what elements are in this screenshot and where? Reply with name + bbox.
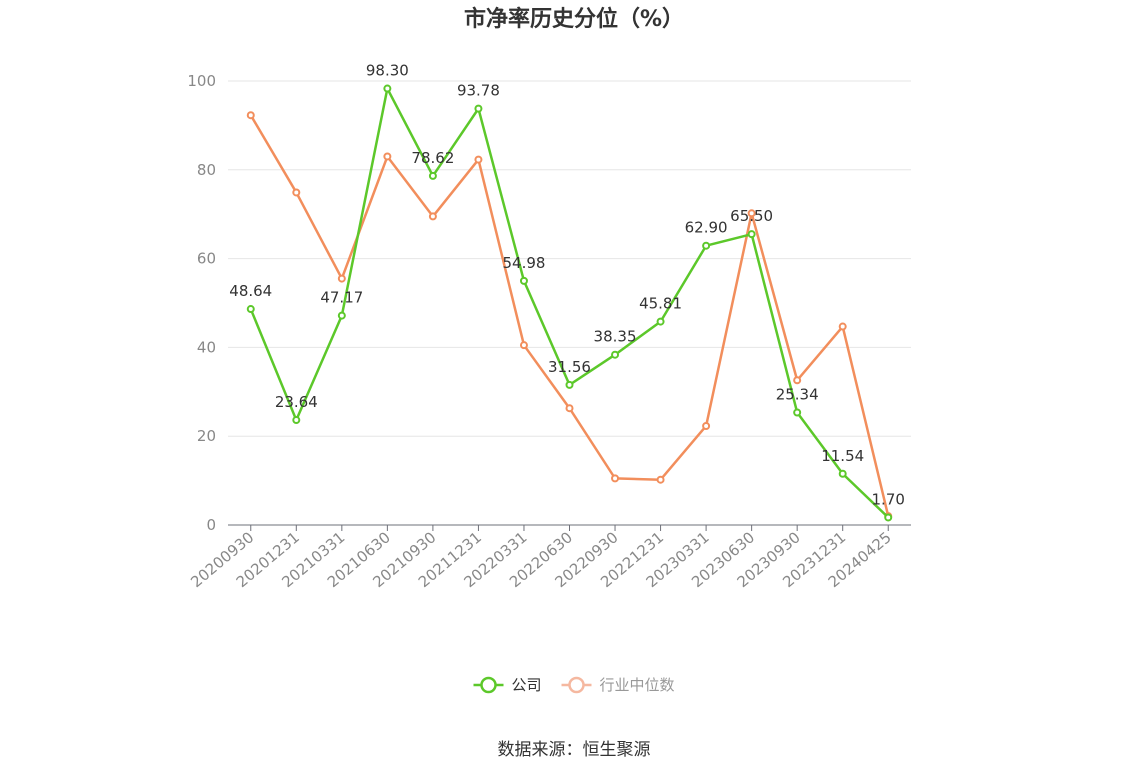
y-tick-label: 60 (197, 250, 216, 268)
data-label: 54.98 (502, 254, 545, 272)
y-tick-label: 20 (197, 427, 216, 445)
data-point[interactable] (747, 230, 756, 239)
y-tick-label: 100 (187, 72, 216, 90)
data-point[interactable] (565, 404, 574, 413)
series-line (249, 114, 890, 517)
legend-item-1[interactable]: 行业中位数 (561, 676, 675, 694)
data-point[interactable] (838, 469, 847, 478)
data-point[interactable] (702, 241, 711, 250)
data-point[interactable] (474, 104, 483, 113)
data-point[interactable] (793, 376, 802, 385)
data-label: 25.34 (776, 385, 819, 403)
legend-marker (568, 676, 585, 694)
data-point[interactable] (428, 171, 437, 180)
data-label: 11.54 (821, 447, 864, 465)
data-point[interactable] (292, 416, 301, 425)
data-point[interactable] (793, 408, 802, 417)
data-point[interactable] (838, 322, 847, 331)
x-axis: 2020093020201231202103312021063020210930… (187, 524, 911, 591)
data-label: 48.64 (229, 282, 272, 300)
source-label: 数据来源：恒生聚源 (498, 740, 651, 760)
legend-label: 公司 (512, 676, 542, 694)
data-label: 38.35 (594, 328, 637, 346)
series-layer (246, 84, 893, 522)
y-tick-label: 80 (197, 161, 216, 179)
data-label: 78.62 (411, 149, 454, 167)
legend-label: 行业中位数 (600, 676, 675, 694)
data-label: 23.64 (275, 393, 318, 411)
data-point[interactable] (611, 474, 620, 483)
data-point[interactable] (337, 274, 346, 283)
legend-marker (480, 676, 497, 694)
data-label: 31.56 (548, 358, 591, 376)
data-label: 62.90 (685, 219, 728, 237)
chart-title: 市净率历史分位（%） (464, 6, 684, 32)
data-point[interactable] (383, 152, 392, 161)
data-point[interactable] (656, 475, 665, 484)
data-point[interactable] (565, 380, 574, 389)
data-point[interactable] (474, 155, 483, 164)
data-point[interactable] (383, 84, 392, 93)
data-point[interactable] (611, 350, 620, 359)
y-tick-label: 40 (197, 338, 216, 356)
grid-lines (228, 80, 911, 437)
data-labels: 48.64 23.64 47.17 98.30 78.62 93.78 54.98 31.56… (229, 62, 905, 509)
legend: 公司 行业中位数 (473, 676, 675, 694)
data-label: 1.70 (872, 490, 905, 508)
data-point[interactable] (884, 513, 893, 522)
y-axis: 0 20 40 60 80 100 (187, 72, 216, 534)
data-point[interactable] (337, 311, 346, 320)
data-point[interactable] (428, 212, 437, 221)
data-point[interactable] (246, 305, 255, 314)
data-point[interactable] (292, 188, 301, 197)
data-point[interactable] (656, 317, 665, 326)
data-point[interactable] (747, 209, 756, 218)
data-label: 47.17 (320, 289, 363, 307)
data-point[interactable] (519, 276, 528, 285)
data-point[interactable] (702, 421, 711, 430)
data-label: 93.78 (457, 82, 500, 100)
series-0 (246, 84, 893, 522)
legend-item-0[interactable]: 公司 (473, 676, 542, 694)
data-label: 65.50 (730, 207, 773, 225)
y-tick-label: 0 (206, 516, 216, 534)
data-point[interactable] (246, 111, 255, 120)
data-label: 45.81 (639, 295, 682, 313)
data-label: 98.30 (366, 62, 409, 80)
data-point[interactable] (519, 341, 528, 350)
